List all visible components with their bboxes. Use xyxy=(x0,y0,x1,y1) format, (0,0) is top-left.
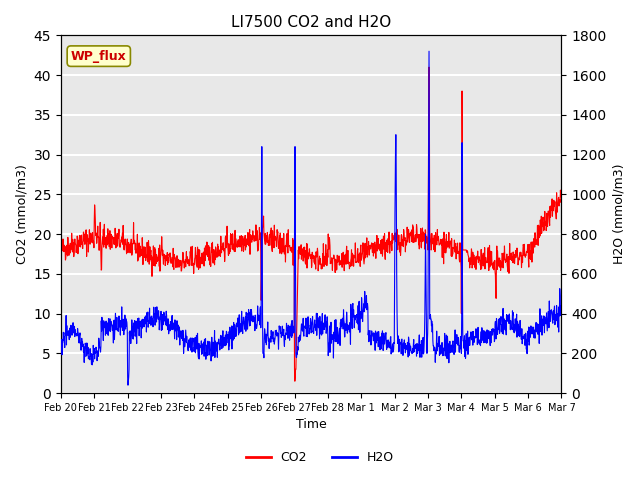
Legend: CO2, H2O: CO2, H2O xyxy=(241,446,399,469)
X-axis label: Time: Time xyxy=(296,419,326,432)
Y-axis label: CO2 (mmol/m3): CO2 (mmol/m3) xyxy=(15,164,28,264)
Text: WP_flux: WP_flux xyxy=(71,49,127,63)
Y-axis label: H2O (mmol/m3): H2O (mmol/m3) xyxy=(612,164,625,264)
Title: LI7500 CO2 and H2O: LI7500 CO2 and H2O xyxy=(231,15,391,30)
